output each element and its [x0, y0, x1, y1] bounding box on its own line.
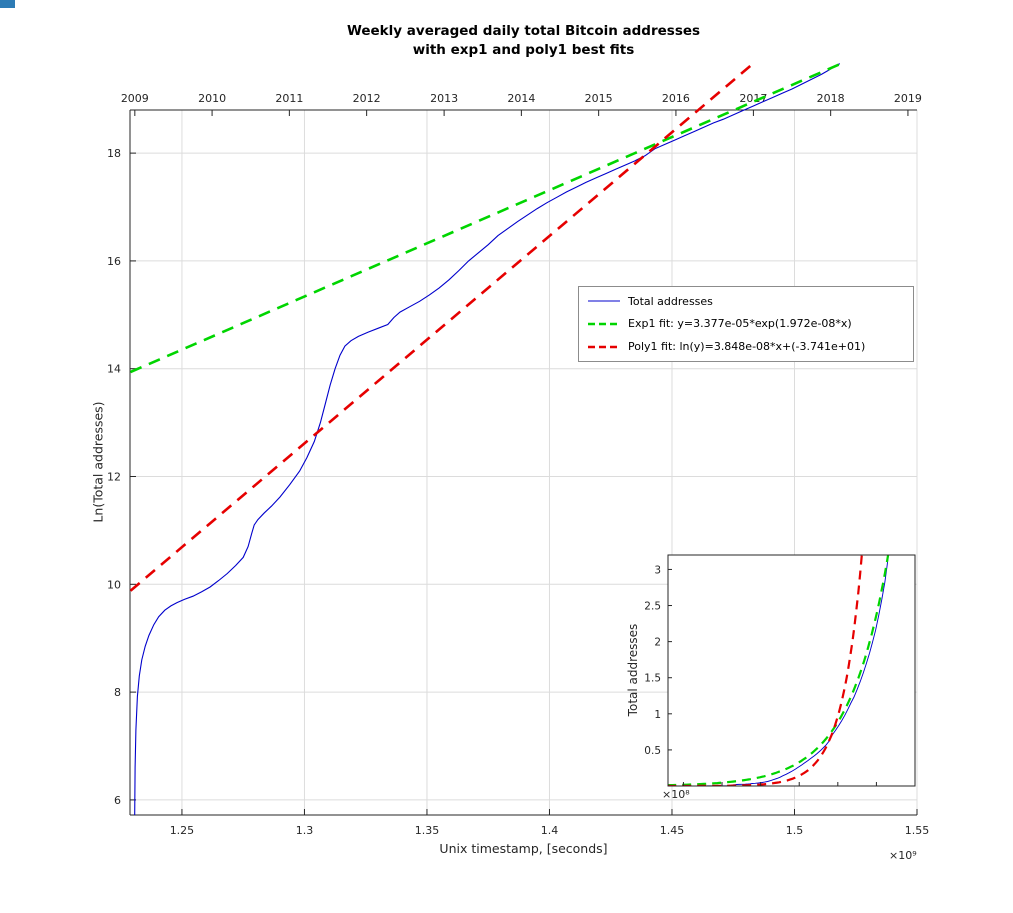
- inset-box: [667, 554, 916, 787]
- series-exp1-fit: [129, 63, 841, 374]
- inset-background: [668, 555, 915, 786]
- inset-y-axis-multiplier: ×10⁸: [662, 788, 690, 801]
- inset-frame: [667, 554, 916, 787]
- legend-line-sample: [588, 322, 620, 326]
- inset-y-axis-label: Total addresses: [626, 623, 640, 717]
- inset-y-tick-label: 2.5: [644, 601, 661, 613]
- inset-series-exp1-fit: [668, 555, 890, 786]
- year-label: 2016: [662, 92, 690, 105]
- legend-entry-label: Exp1 fit: y=3.377e-05*exp(1.972e-08*x): [628, 317, 852, 331]
- year-label: 2009: [121, 92, 149, 105]
- series-total-addresses: [134, 63, 841, 816]
- y-tick-label: 10: [107, 578, 121, 591]
- year-label: 2014: [507, 92, 535, 105]
- year-label: 2011: [275, 92, 303, 105]
- x-tick-label: 1.55: [905, 824, 930, 837]
- inset-y-tick-label: 3: [654, 564, 661, 576]
- inset-tick-labels: 0.5 1 1.5 2 2.5 3: [644, 564, 661, 756]
- y-tick-label: 16: [107, 255, 121, 268]
- inset-y-tick-label: 1: [654, 709, 661, 721]
- legend-entry: Poly1 fit: ln(y)=3.848e-08*x+(-3.741e+01…: [579, 340, 913, 353]
- year-label: 2015: [585, 92, 613, 105]
- year-label: 2017: [739, 92, 767, 105]
- x-tick-label: 1.35: [415, 824, 440, 837]
- year-label: 2019: [894, 92, 922, 105]
- x-tick-label: 1.45: [660, 824, 685, 837]
- legend: Total addresses Exp1 fit: y=3.377e-05*exp…: [578, 286, 914, 362]
- inset-y-tick-label: 1.5: [644, 673, 661, 685]
- legend-entry: Total addresses: [579, 295, 913, 308]
- x-tick-label: 1.25: [170, 824, 195, 837]
- year-label: 2018: [817, 92, 845, 105]
- year-label: 2010: [198, 92, 226, 105]
- x-tick-label: 1.3: [296, 824, 314, 837]
- inset-series-total-addresses: [668, 555, 889, 786]
- y-tick-label: 12: [107, 471, 121, 484]
- inset-y-tick-label: 2: [654, 637, 661, 649]
- y-tick-label: 6: [114, 794, 121, 807]
- series-poly1-fit: [129, 61, 756, 592]
- legend-entry-label: Total addresses: [628, 294, 713, 308]
- chart-title: Weekly averaged daily total Bitcoin addr…: [130, 22, 917, 60]
- inset-y-tick-label: 0.5: [644, 745, 661, 757]
- chart-title-line1: Weekly averaged daily total Bitcoin addr…: [346, 23, 701, 39]
- y-tick-label: 18: [107, 147, 121, 160]
- x-axis-label: Unix timestamp, [seconds]: [439, 841, 608, 856]
- tick-labels: 1.25 1.3 1.35 1.4 1.45 1.5 1.55681012141618200…: [107, 92, 929, 837]
- main-axes: [129, 109, 918, 816]
- x-tick-label: 1.5: [786, 824, 804, 837]
- year-label: 2013: [430, 92, 458, 105]
- chart-title-line2: with exp1 and poly1 best fits: [412, 42, 635, 58]
- y-tick-label: 8: [114, 686, 121, 699]
- year-label: 2012: [353, 92, 381, 105]
- screenshot-corner-artifact: [0, 0, 15, 8]
- y-tick-label: 14: [107, 363, 121, 376]
- legend-line-sample: [588, 345, 620, 348]
- legend-line-sample: [588, 300, 620, 302]
- x-tick-label: 1.4: [541, 824, 559, 837]
- legend-entry: Exp1 fit: y=3.377e-05*exp(1.972e-08*x): [579, 317, 913, 330]
- x-axis-multiplier: ×10⁹: [889, 849, 917, 862]
- legend-entry-label: Poly1 fit: ln(y)=3.848e-08*x+(-3.741e+01…: [628, 340, 866, 354]
- y-axis-label: Ln(Total addresses): [90, 401, 106, 523]
